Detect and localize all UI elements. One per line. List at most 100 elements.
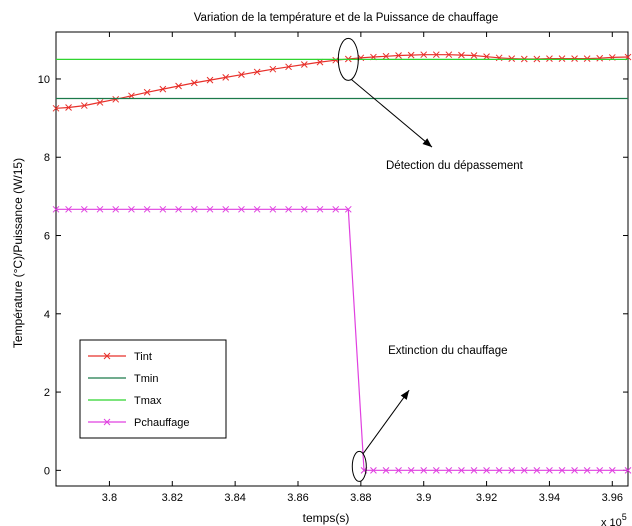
pchauffage-point <box>269 205 277 213</box>
pchauffage-point <box>80 205 88 213</box>
annotations: Détection du dépassement Extinction du ch… <box>337 37 524 482</box>
tint-point <box>316 58 324 66</box>
legend-label-tint: Tint <box>134 351 152 363</box>
pchauffage-point <box>143 205 151 213</box>
tint-point <box>596 54 604 62</box>
tint-point <box>238 71 245 79</box>
tint-point <box>80 102 88 109</box>
x-tick-label: 3.82 <box>162 492 183 504</box>
tint-point <box>285 63 292 71</box>
legend-label-pchauffage: Pchauffage <box>134 417 189 429</box>
x-tick-label: 3.92 <box>476 492 497 504</box>
pchauffage-point <box>222 205 230 213</box>
pchauffage-point <box>96 205 104 213</box>
pchauffage-point <box>533 466 541 474</box>
detection-ellipse <box>337 37 359 81</box>
annotation-extinction: Extinction du chauffage <box>388 345 507 357</box>
pchauffage-point <box>285 205 292 213</box>
pchauffage-point <box>65 205 72 213</box>
y-tick-label: 2 <box>44 387 50 399</box>
tint-point <box>407 51 415 59</box>
axes: 3.8 3.82 3.84 3.86 3.88 3.9 3.92 3.94 3.96 0 2 4 6 8 1… <box>38 32 628 504</box>
x-exponent-base: x 10 <box>601 517 622 526</box>
pchauffage-point <box>508 466 516 474</box>
legend-label-tmin: Tmin <box>134 373 158 385</box>
detection-arrow-head <box>422 138 432 148</box>
pchauffage-point <box>238 205 245 213</box>
legend-label-tmax: Tmax <box>134 395 162 407</box>
y-tick-label: 4 <box>44 309 50 321</box>
tint-point <box>269 65 277 73</box>
y-axis-label: Température (°C)/Puissance (W/15) <box>11 158 25 348</box>
pchauffage-point <box>112 205 120 213</box>
tint-point <box>558 55 566 62</box>
pchauffage-point <box>128 205 135 213</box>
pchauffage-point <box>458 466 465 474</box>
tint-point <box>571 55 578 62</box>
tint-point <box>143 88 151 96</box>
tint-point <box>458 51 465 59</box>
x-exponent: x 105 <box>601 512 627 526</box>
pchauffage-point <box>495 466 503 474</box>
tint-point <box>96 99 104 106</box>
tint-point <box>112 95 120 103</box>
pchauffage-point <box>159 205 167 213</box>
y-tick-label: 8 <box>44 152 50 164</box>
tint-point <box>395 52 402 59</box>
pchauffage-point <box>571 466 578 474</box>
pchauffage-point <box>596 466 604 474</box>
extinction-ellipse <box>351 450 367 482</box>
x-tick-label: 3.94 <box>539 492 560 504</box>
pchauffage-point <box>432 466 440 474</box>
x-tick-label: 3.8 <box>102 492 117 504</box>
pchauffage-point <box>370 466 377 474</box>
tint-point <box>300 61 308 68</box>
pchauffage-point <box>344 205 352 213</box>
annotation-detection: Détection du dépassement <box>386 160 524 172</box>
legend: Tint Tmin Tmax Pchauffage <box>79 339 227 439</box>
pchauffage-point <box>558 466 566 474</box>
tint-point <box>470 52 478 59</box>
x-tick-label: 3.88 <box>350 492 371 504</box>
y-tick-label: 10 <box>38 74 50 86</box>
x-tick-label: 3.86 <box>287 492 308 504</box>
tint-point <box>128 92 135 100</box>
series-pchauffage <box>52 205 632 474</box>
pchauffage-point <box>382 466 390 474</box>
pchauffage-point <box>300 205 308 213</box>
pchauffage-point <box>206 205 214 213</box>
tint-point <box>175 82 182 90</box>
x-tick-label: 3.9 <box>416 492 431 504</box>
tint-point <box>508 55 516 62</box>
pchauffage-point <box>407 466 415 474</box>
detection-arrow <box>350 79 433 148</box>
pchauffage-point <box>253 205 261 213</box>
pchauffage-point <box>332 205 340 213</box>
x-exponent-power: 5 <box>622 512 627 522</box>
tint-point <box>432 51 440 59</box>
y-tick-label: 0 <box>44 465 50 477</box>
tint-point <box>546 55 553 62</box>
series-layer <box>52 51 632 474</box>
tint-point <box>483 53 490 61</box>
tint-point <box>159 85 167 93</box>
pchauffage-point <box>608 466 616 474</box>
tint-point <box>253 68 261 76</box>
tint-point <box>445 51 453 59</box>
series-line-pchauffage <box>56 208 628 471</box>
tint-point <box>206 76 214 84</box>
pchauffage-point <box>395 466 402 474</box>
chart-title: Variation de la température et de la Pui… <box>194 12 499 24</box>
tint-point <box>52 104 60 112</box>
pchauffage-point <box>52 205 60 213</box>
pchauffage-point <box>520 466 528 474</box>
pchauffage-point <box>316 205 324 213</box>
extinction-arrow <box>362 389 410 454</box>
y-tick-label: 6 <box>44 231 50 243</box>
x-axis-label: temps(s) <box>303 511 350 525</box>
legend-tint-point <box>103 352 111 360</box>
extinction-arrow-head <box>400 390 410 400</box>
tint-point <box>382 52 390 60</box>
tint-point <box>420 51 428 59</box>
